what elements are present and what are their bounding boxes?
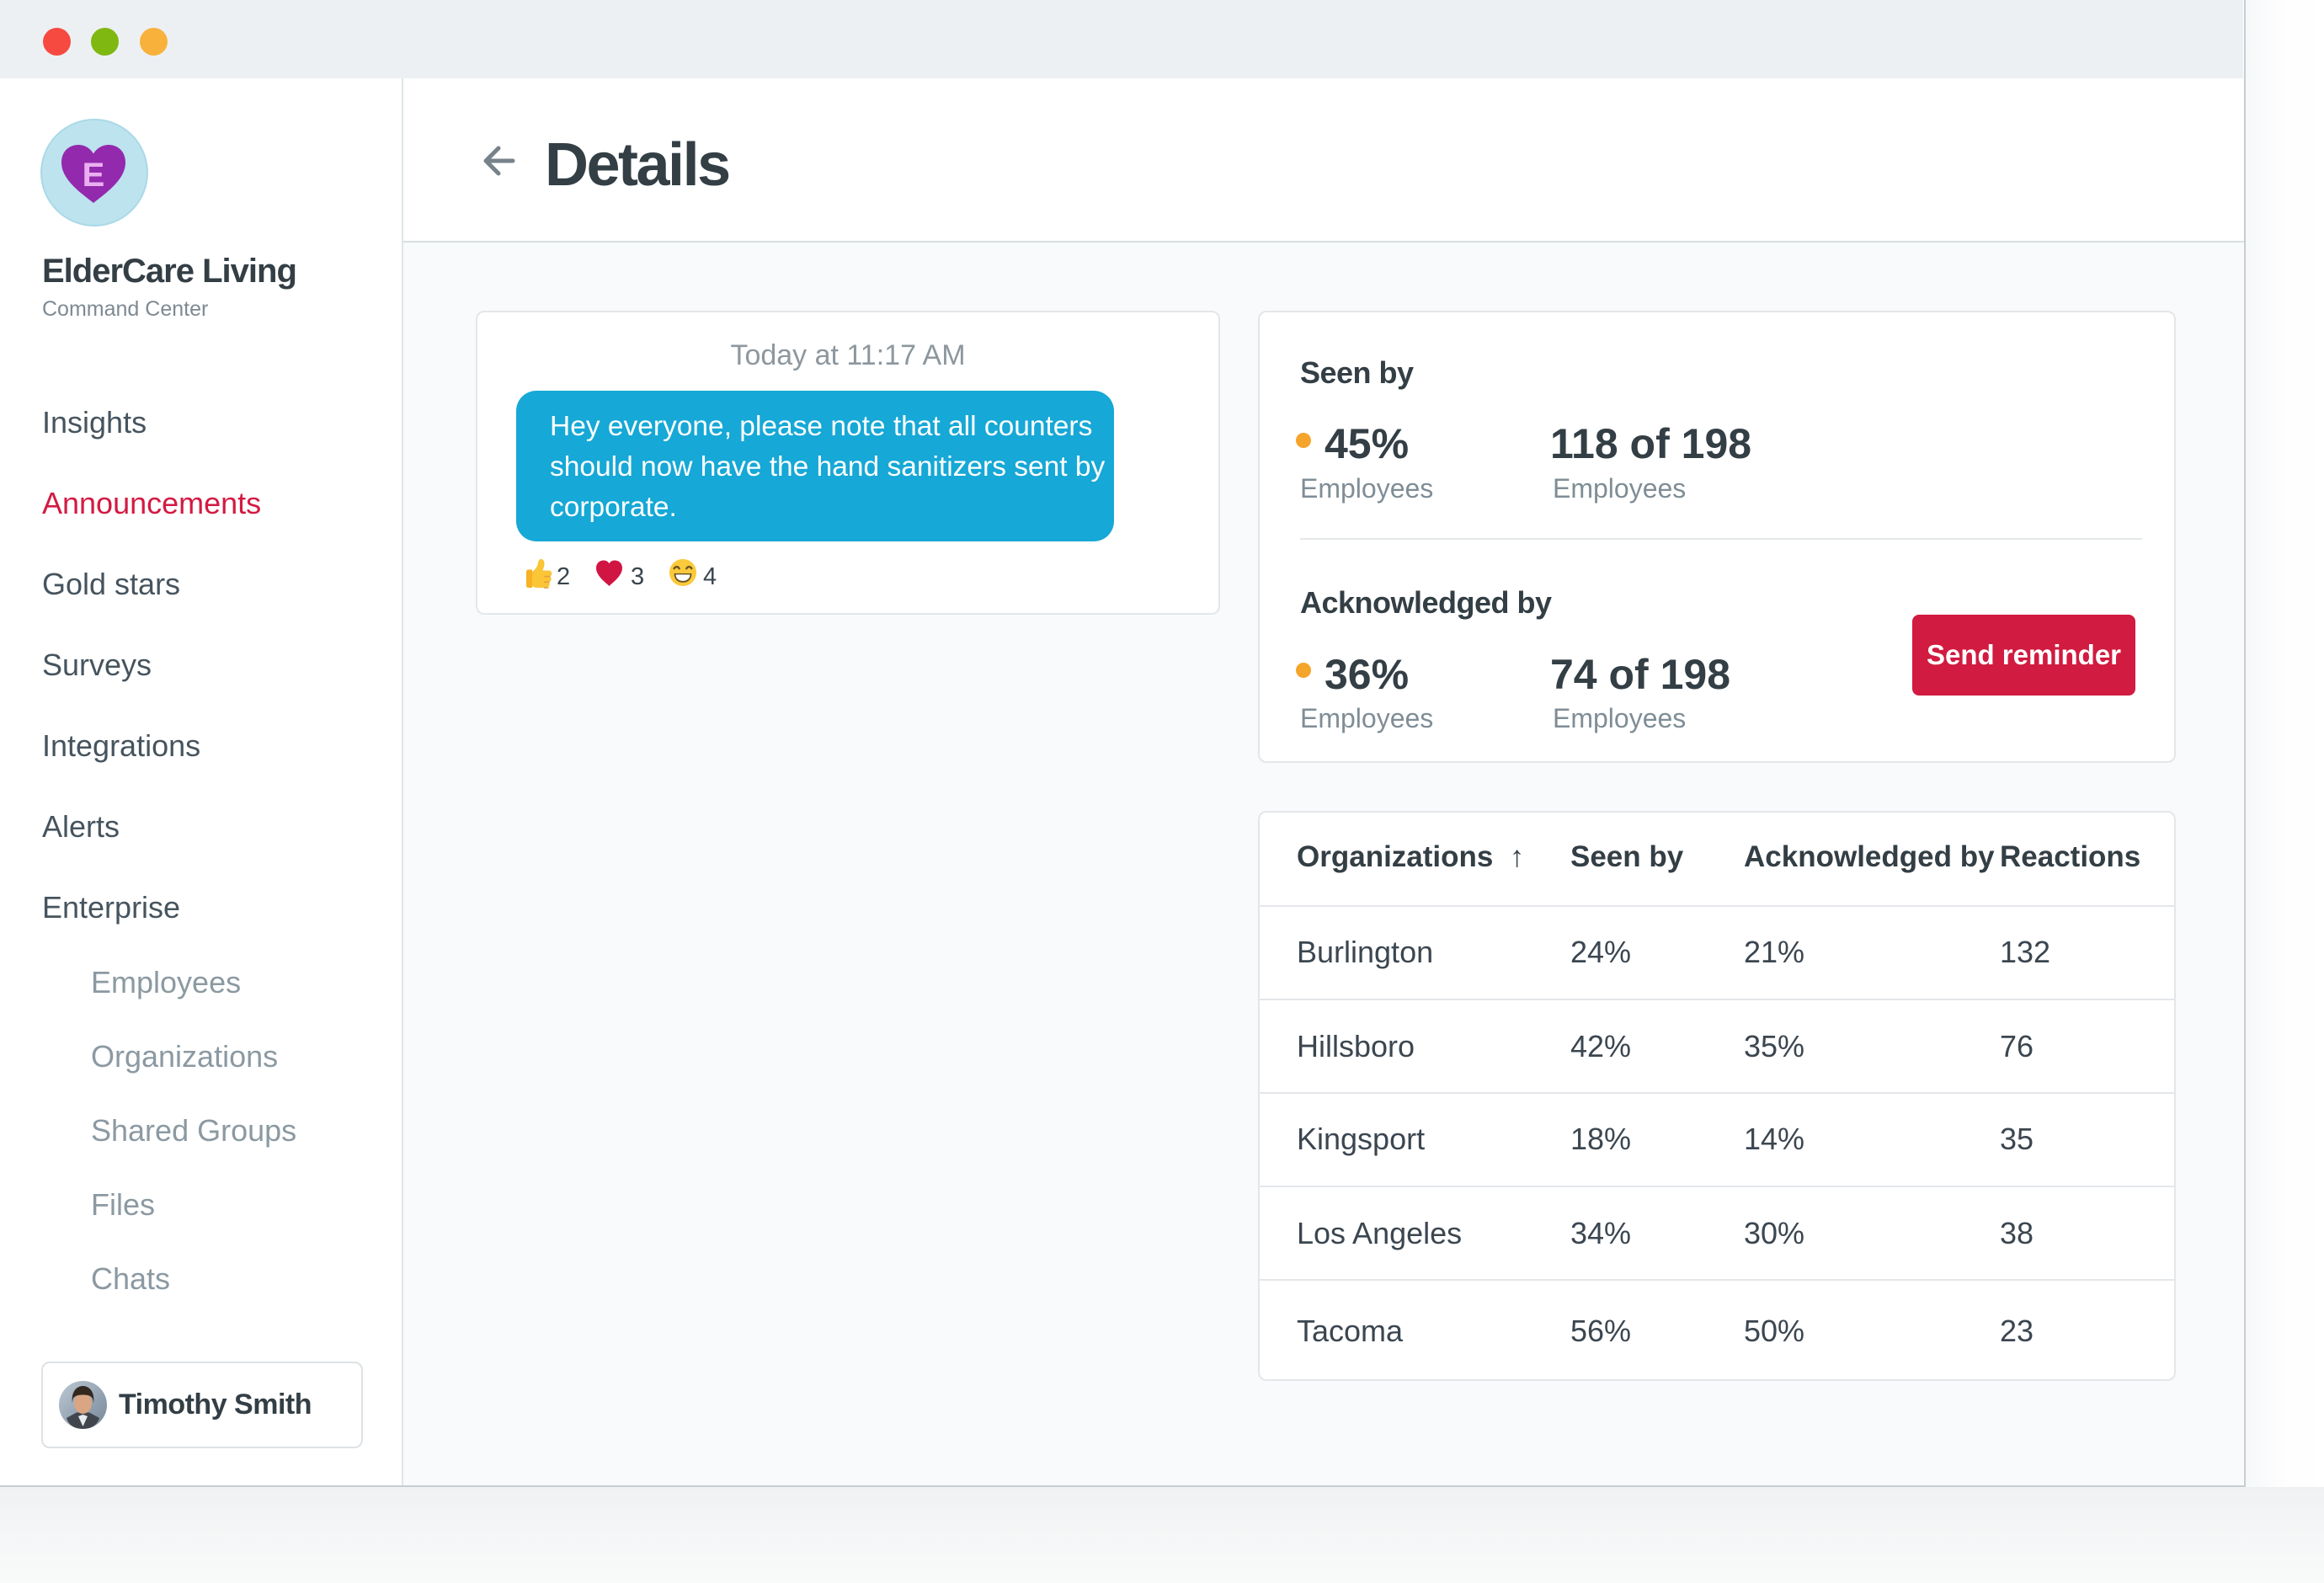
- svg-text:E: E: [83, 157, 105, 194]
